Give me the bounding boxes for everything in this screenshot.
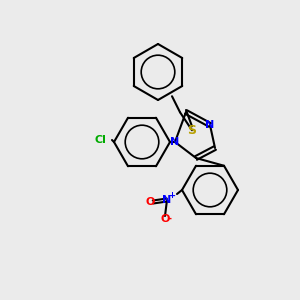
Text: N: N	[170, 137, 180, 147]
Text: -: -	[168, 214, 172, 224]
Text: N: N	[162, 195, 172, 205]
Text: Cl: Cl	[94, 135, 106, 145]
Text: O: O	[160, 214, 170, 224]
Text: +: +	[169, 190, 176, 200]
Text: O: O	[145, 197, 155, 207]
Text: N: N	[206, 120, 214, 130]
Text: S: S	[188, 124, 196, 137]
